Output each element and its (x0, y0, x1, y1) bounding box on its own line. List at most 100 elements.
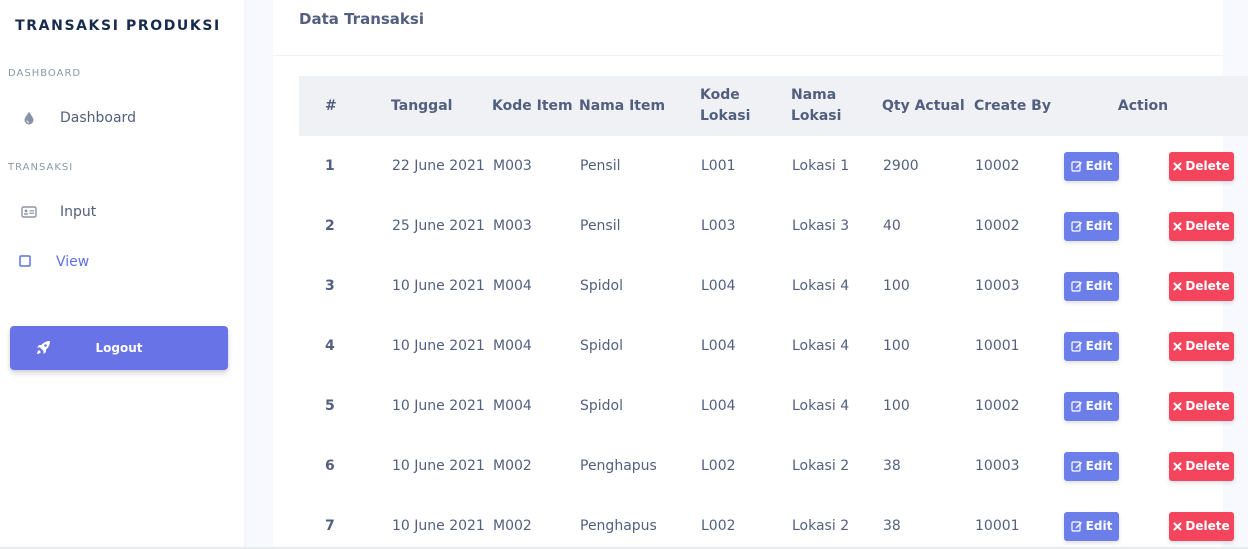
delete-button[interactable]: Delete (1169, 211, 1234, 241)
col-header-kode-lokasi: Kode Lokasi (700, 87, 751, 124)
cell-nama-item: Spidol (580, 337, 624, 354)
cell-nama-item: Spidol (580, 397, 624, 414)
col-header-tanggal: Tanggal (391, 97, 453, 114)
table-row: 3 10 June 2021 M004 Spidol L004 Lokasi 4 100 10… (299, 256, 1248, 316)
edit-button[interactable]: Edit (1064, 211, 1119, 241)
cell-kode-item: M002 (493, 457, 532, 474)
cell-kode-item: M003 (493, 217, 532, 234)
table-row: 4 10 June 2021 M004 Spidol L004 Lokasi 4 100 10… (299, 316, 1248, 376)
delete-button[interactable]: Delete (1169, 511, 1234, 541)
cell-action: Edit Delete (1064, 136, 1248, 196)
cell-tanggal: 10 June 2021 (392, 397, 485, 414)
close-icon (1173, 402, 1182, 411)
cell-tanggal: 10 June 2021 (392, 337, 485, 354)
droplet-icon (20, 109, 38, 127)
cell-nama-lokasi: Lokasi 2 (792, 517, 850, 534)
cell-no: 5 (325, 397, 335, 414)
table-row: 6 10 June 2021 M002 Penghapus L002 Lokasi 2 38… (299, 436, 1248, 496)
cell-kode-lokasi: L001 (701, 157, 736, 174)
col-header-no: # (325, 97, 337, 114)
cell-kode-lokasi: L002 (701, 457, 736, 474)
transactions-table-wrapper[interactable]: # Tanggal Kode Item Nama Item Kode Lokas… (299, 76, 1248, 549)
cell-no: 2 (325, 217, 335, 234)
edit-label: Edit (1085, 278, 1113, 293)
edit-button[interactable]: Edit (1064, 511, 1119, 541)
edit-icon (1071, 400, 1083, 412)
sidebar-item-dashboard[interactable]: Dashboard (0, 100, 244, 136)
section-heading-transaksi: TRANSAKSI (8, 162, 74, 173)
cell-qty-actual: 38 (883, 457, 901, 474)
edit-button[interactable]: Edit (1064, 271, 1119, 301)
logout-button[interactable]: Logout (10, 326, 228, 370)
cell-action: Edit Delete (1064, 436, 1248, 496)
delete-label: Delete (1185, 338, 1230, 353)
cell-kode-lokasi: L002 (701, 517, 736, 534)
cell-nama-item: Pensil (580, 157, 621, 174)
cell-nama-lokasi: Lokasi 4 (792, 337, 850, 354)
cell-qty-actual: 40 (883, 217, 901, 234)
sidebar-item-view[interactable]: View (0, 244, 244, 280)
section-heading-dashboard: DASHBOARD (8, 68, 82, 79)
edit-label: Edit (1085, 518, 1113, 533)
delete-button[interactable]: Delete (1169, 331, 1234, 361)
col-header-create-by: Create By (974, 97, 1051, 114)
cell-action: Edit Delete (1064, 316, 1248, 376)
card-header: Data Transaksi (273, 0, 1223, 56)
cell-tanggal: 10 June 2021 (392, 517, 485, 534)
edit-icon (1071, 280, 1083, 292)
page-title: Data Transaksi (299, 10, 424, 28)
cell-kode-lokasi: L004 (701, 397, 736, 414)
cell-tanggal: 22 June 2021 (392, 157, 485, 174)
transactions-table: # Tanggal Kode Item Nama Item Kode Lokas… (299, 76, 1248, 549)
cell-kode-item: M002 (493, 517, 532, 534)
cell-tanggal: 10 June 2021 (392, 277, 485, 294)
edit-icon (1071, 460, 1083, 472)
edit-button[interactable]: Edit (1064, 331, 1119, 361)
cell-action: Edit Delete (1064, 376, 1248, 436)
close-icon (1173, 162, 1182, 171)
delete-label: Delete (1185, 398, 1230, 413)
cell-action: Edit Delete (1064, 256, 1248, 316)
table-row: 5 10 June 2021 M004 Spidol L004 Lokasi 4 100 10… (299, 376, 1248, 436)
edit-button[interactable]: Edit (1064, 391, 1119, 421)
cell-nama-item: Pensil (580, 217, 621, 234)
edit-icon (1071, 160, 1083, 172)
delete-button[interactable]: Delete (1169, 151, 1234, 181)
cell-nama-lokasi: Lokasi 2 (792, 457, 850, 474)
cell-kode-item: M004 (493, 397, 532, 414)
delete-button[interactable]: Delete (1169, 391, 1234, 421)
cell-tanggal: 25 June 2021 (392, 217, 485, 234)
col-header-qty-actual: Qty Actual (882, 97, 965, 114)
delete-label: Delete (1185, 518, 1230, 533)
cell-nama-lokasi: Lokasi 4 (792, 277, 850, 294)
close-icon (1173, 342, 1182, 351)
cell-nama-item: Penghapus (580, 517, 657, 534)
cell-qty-actual: 2900 (883, 157, 919, 174)
delete-label: Delete (1185, 458, 1230, 473)
table-row: 7 10 June 2021 M002 Penghapus L002 Lokasi 2 38… (299, 496, 1248, 549)
close-icon (1173, 282, 1182, 291)
edit-button[interactable]: Edit (1064, 151, 1119, 181)
cell-nama-lokasi: Lokasi 3 (792, 217, 850, 234)
brand-title: TRANSAKSI PRODUKSI (15, 18, 221, 34)
cell-qty-actual: 100 (883, 337, 910, 354)
delete-button[interactable]: Delete (1169, 271, 1234, 301)
cell-kode-item: M003 (493, 157, 532, 174)
sidebar-item-input[interactable]: Input (0, 194, 244, 230)
logout-label: Logout (95, 341, 143, 355)
delete-label: Delete (1185, 278, 1230, 293)
col-header-nama-item: Nama Item (579, 97, 666, 114)
delete-button[interactable]: Delete (1169, 451, 1234, 481)
cell-qty-actual: 100 (883, 277, 910, 294)
close-icon (1173, 222, 1182, 231)
cell-no: 7 (325, 517, 335, 534)
edit-button[interactable]: Edit (1064, 451, 1119, 481)
close-icon (1173, 462, 1182, 471)
cell-nama-item: Penghapus (580, 457, 657, 474)
cell-no: 1 (325, 157, 335, 174)
cell-create-by: 10002 (975, 217, 1020, 234)
edit-label: Edit (1085, 218, 1113, 233)
cell-kode-item: M004 (493, 277, 532, 294)
cell-no: 6 (325, 457, 335, 474)
col-header-action: Action (1117, 97, 1169, 114)
